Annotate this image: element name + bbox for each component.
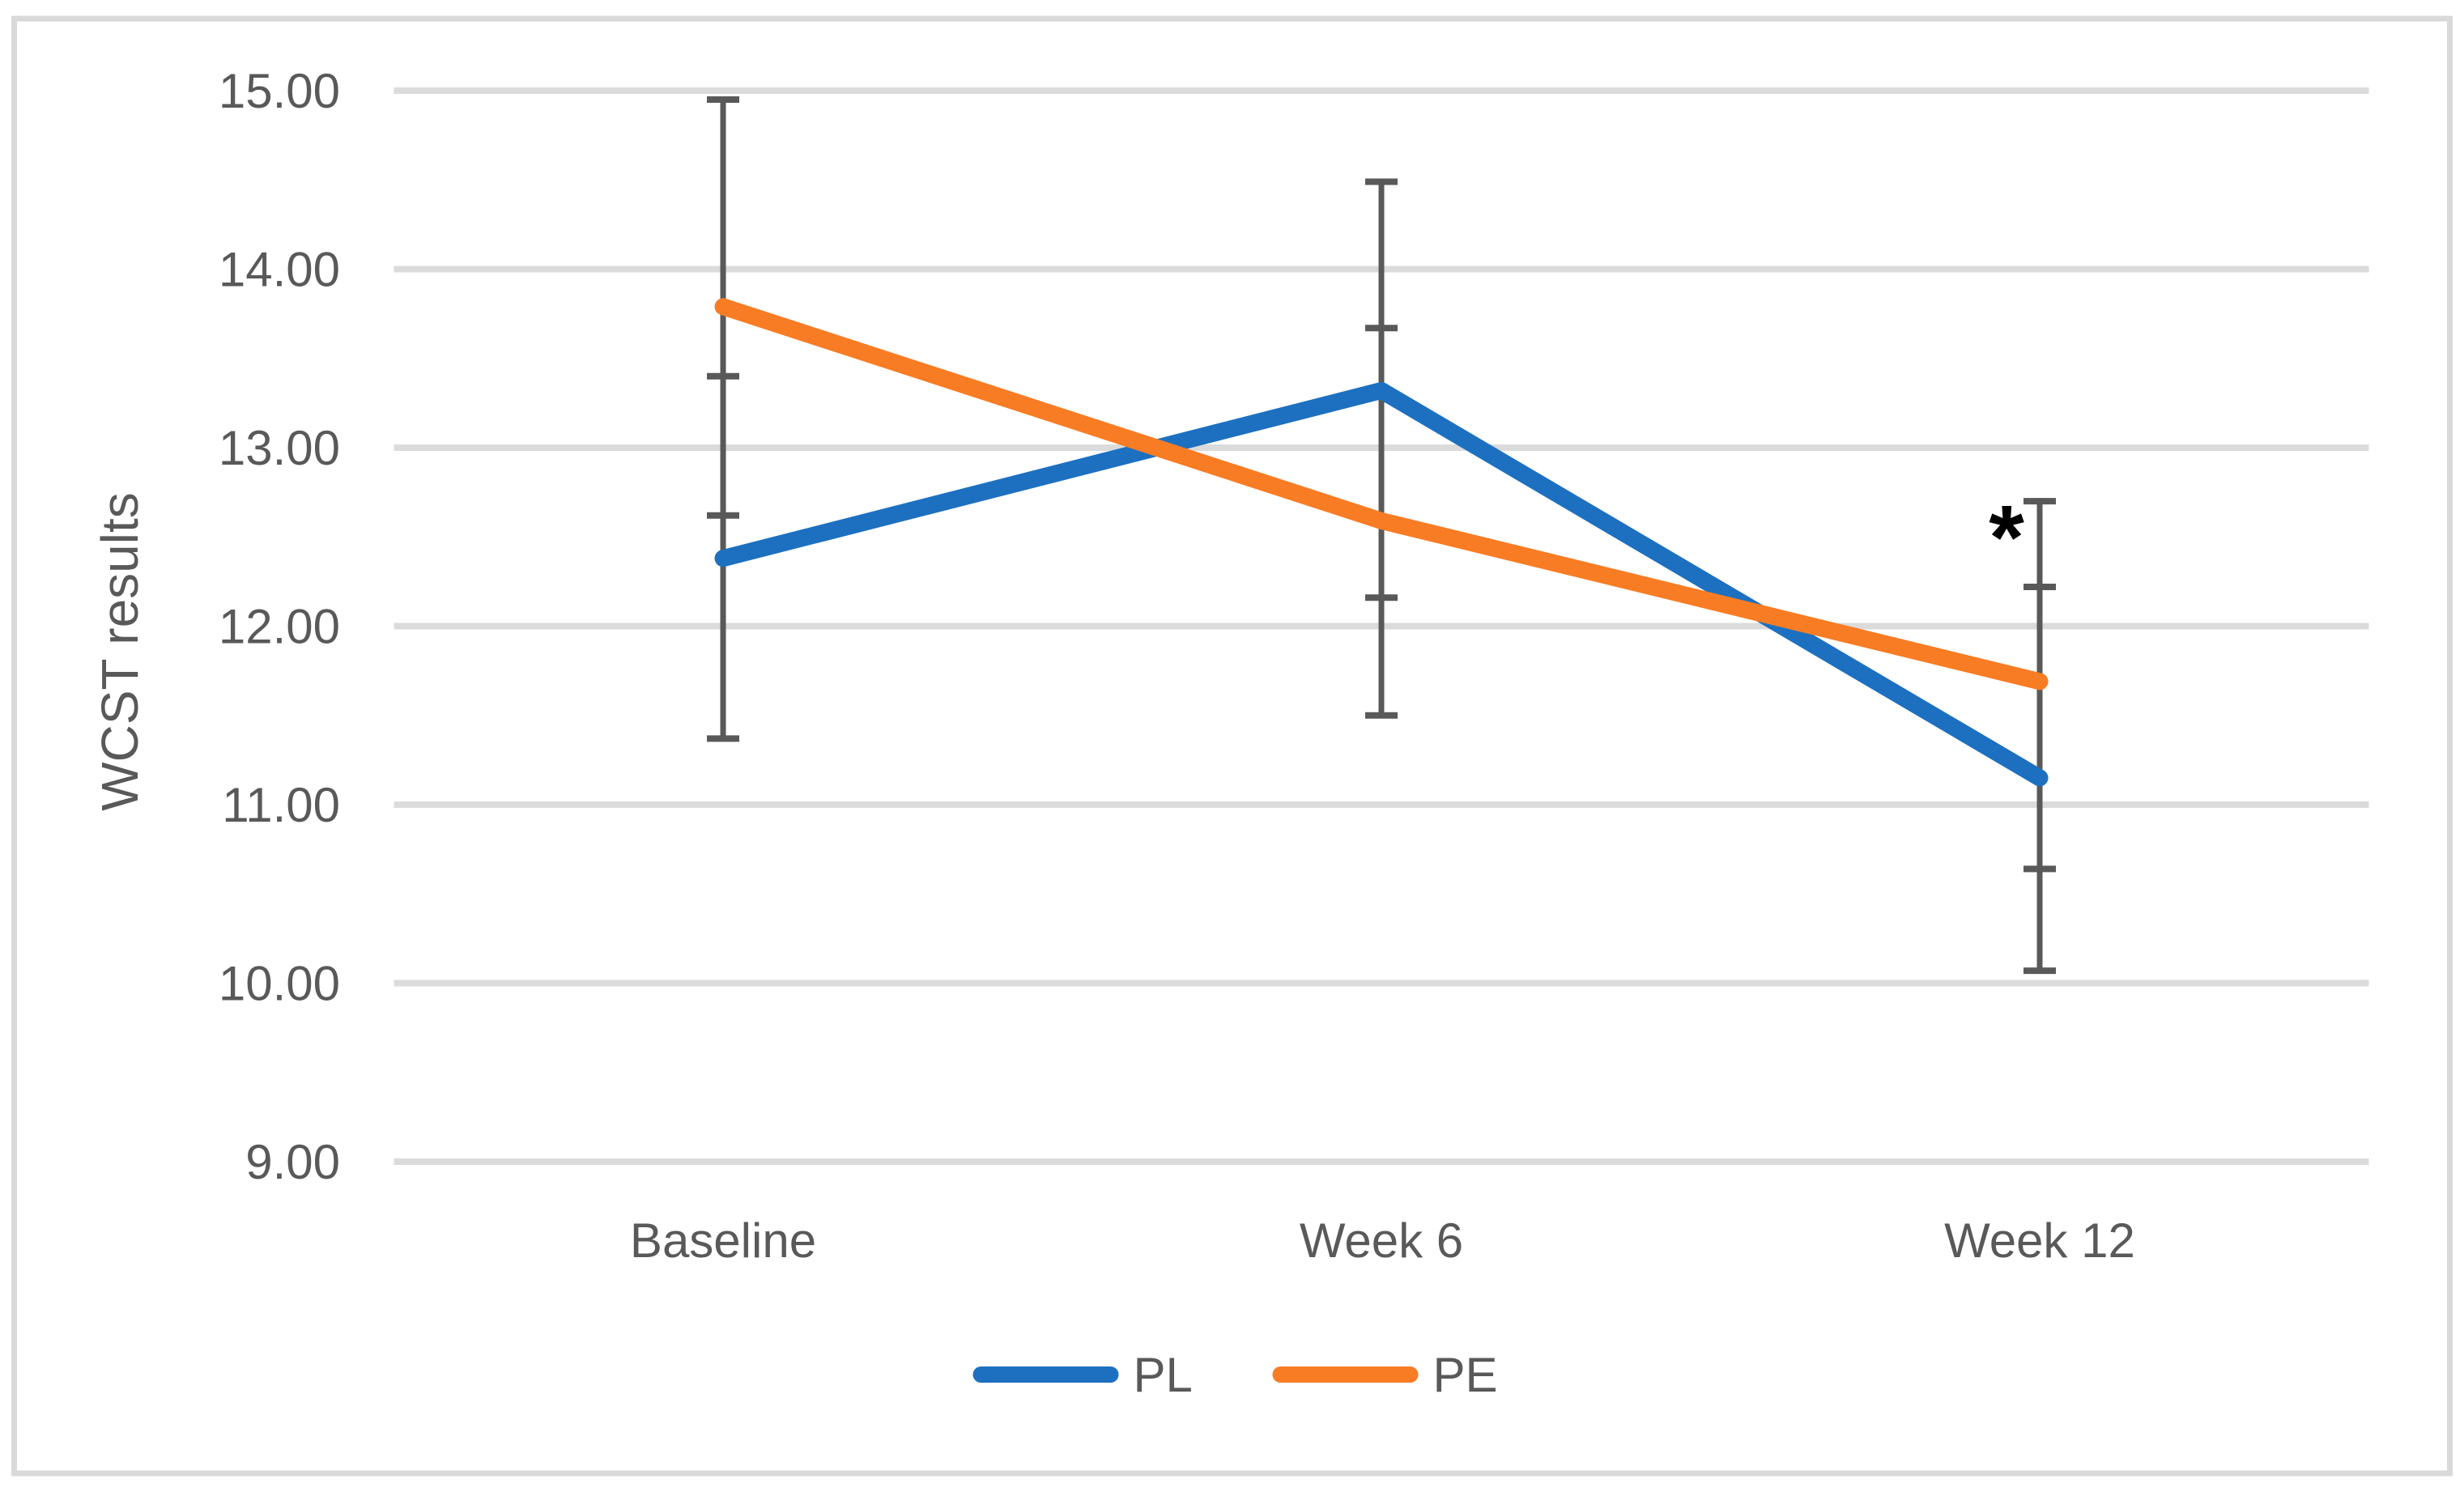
significance-asterisk: * <box>1989 487 2024 589</box>
y-tick-label: 10.00 <box>219 957 340 1011</box>
y-tick-label: 13.00 <box>219 421 340 475</box>
y-tick-label: 9.00 <box>245 1135 340 1189</box>
legend-label-PE: PE <box>1433 1348 1498 1402</box>
chart-border <box>11 15 2453 1477</box>
x-axis-category-labels: Baseline Week 6 Week 12 <box>630 1213 2135 1268</box>
legend-label-PL: PL <box>1134 1348 1193 1402</box>
y-tick-label: 14.00 <box>219 243 340 297</box>
y-tick-label: 12.00 <box>219 600 340 654</box>
x-category-label: Baseline <box>630 1213 816 1268</box>
y-tick-label: 15.00 <box>219 64 340 118</box>
y-tick-label: 11.00 <box>222 778 340 832</box>
legend: PL PE <box>972 1348 1498 1402</box>
annotations-group: * <box>1989 487 2024 589</box>
series-line-PL <box>714 381 2049 787</box>
y-axis-tick-labels: 9.00 10.00 11.00 12.00 13.00 14.00 15.00 <box>219 64 340 1189</box>
x-category-label: Week 12 <box>1944 1213 2135 1268</box>
series-line-PE <box>714 298 2049 691</box>
error-bars-group <box>707 96 2056 975</box>
x-category-label: Week 6 <box>1300 1213 1463 1268</box>
series-lines-group <box>714 298 2049 787</box>
y-axis-title: WCST results <box>91 492 149 811</box>
